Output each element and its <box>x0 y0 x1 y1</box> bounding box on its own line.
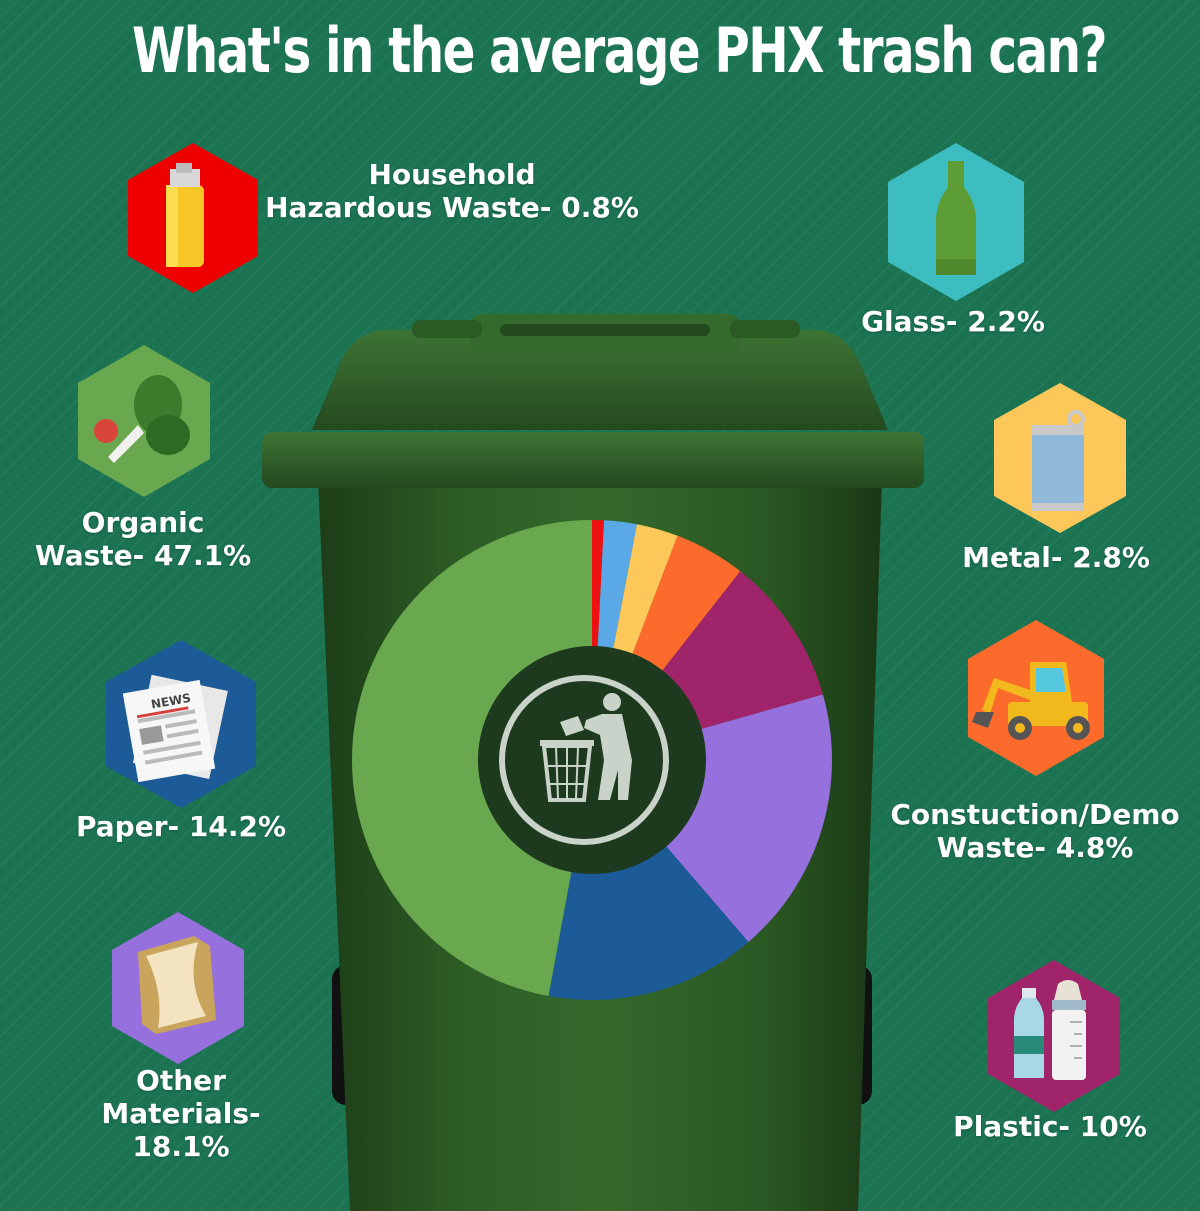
plastic-bottles-icon <box>988 960 1120 1112</box>
label-glass: Glass- 2.2% <box>861 305 1045 338</box>
excavator-icon <box>968 620 1104 776</box>
label-household-hazardous-waste: Household Hazardous Waste- 0.8% <box>265 158 639 224</box>
pie-slice-organic-waste <box>351 520 592 997</box>
bin-lid <box>312 330 888 430</box>
page-title: What's in the average PHX trash can? <box>132 14 1108 87</box>
label-metal: Metal- 2.8% <box>962 541 1150 574</box>
label-organic-waste: Organic Waste- 47.1% <box>34 506 252 572</box>
newspaper-label: NEWS <box>150 691 192 712</box>
litter-bin-icon <box>499 675 669 845</box>
lighter-icon <box>128 143 258 293</box>
package-icon <box>112 912 244 1064</box>
pie-center-hole <box>478 646 706 874</box>
bottle-icon <box>888 143 1024 301</box>
label-plastic: Plastic- 10% <box>953 1110 1147 1143</box>
label-construction-demo-waste: Constuction/Demo Waste- 4.8% <box>890 798 1180 864</box>
bin-rim <box>262 432 924 488</box>
label-other-materials: Other Materials- 18.1% <box>101 1064 261 1163</box>
can-icon <box>994 383 1126 533</box>
newspaper-icon: NEWS <box>106 640 256 808</box>
vegetables-icon <box>78 345 210 497</box>
label-paper: Paper- 14.2% <box>75 810 287 843</box>
